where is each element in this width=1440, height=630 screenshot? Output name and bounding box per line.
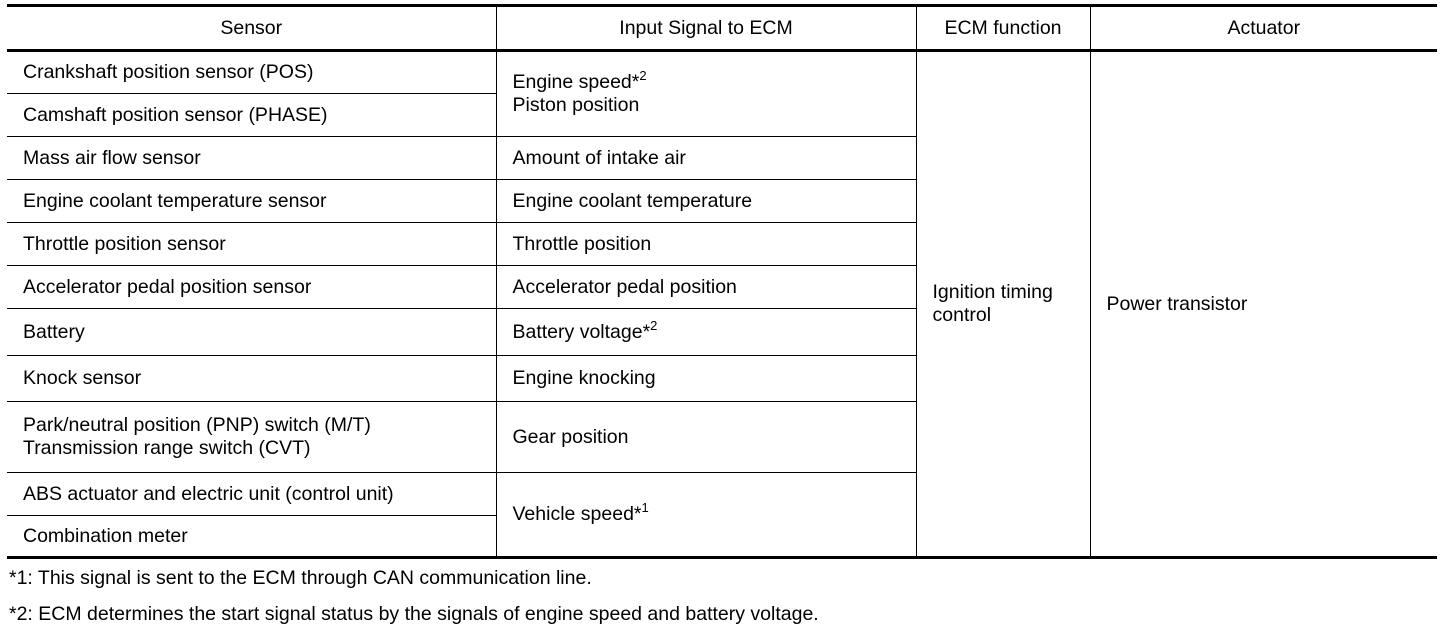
table-row: Combination meter bbox=[7, 515, 1437, 559]
signal-cell: Amount of intake air bbox=[495, 136, 916, 180]
sensor-cell: Knock sensor bbox=[7, 355, 497, 402]
header-sensor: Sensor bbox=[7, 4, 497, 52]
ignition-timing-table: Sensor Input Signal to ECM ECM function … bbox=[7, 4, 1437, 559]
actuator-cell: Power transistor bbox=[1089, 50, 1437, 559]
table-row: ABS actuator and electric unit (control … bbox=[7, 472, 1437, 559]
footnote-2: *2: ECM determines the start signal stat… bbox=[9, 603, 819, 625]
footnote-1: *1: This signal is sent to the ECM throu… bbox=[9, 567, 592, 589]
sensor-cell: Throttle position sensor bbox=[7, 222, 497, 266]
header-input-signal: Input Signal to ECM bbox=[495, 4, 917, 52]
sensor-cell: Combination meter bbox=[7, 515, 496, 559]
signal-cell: Battery voltage*2 bbox=[495, 308, 916, 356]
signal-cell: Accelerator pedal position bbox=[495, 265, 916, 309]
sensor-cell: Mass air flow sensor bbox=[7, 136, 497, 180]
sensor-cell: Camshaft position sensor (PHASE) bbox=[7, 93, 496, 137]
sensor-cell: ABS actuator and electric unit (control … bbox=[7, 472, 497, 516]
header-row: Sensor Input Signal to ECM ECM function … bbox=[7, 4, 1437, 52]
sensor-cell: Accelerator pedal position sensor bbox=[7, 265, 497, 309]
signal-cell: Engine knocking bbox=[495, 355, 916, 402]
header-ecm-function: ECM function bbox=[915, 4, 1091, 52]
signal-cell: Throttle position bbox=[495, 222, 916, 266]
header-actuator: Actuator bbox=[1089, 4, 1437, 52]
signal-cell: Engine coolant temperature bbox=[495, 179, 916, 223]
sensor-cell: Crankshaft position sensor (POS) bbox=[7, 50, 497, 94]
signal-cell: Engine speed*2 Piston position bbox=[495, 50, 917, 137]
sensor-cell: Park/neutral position (PNP) switch (M/T)… bbox=[7, 401, 497, 473]
table-row: Mass air flow sensor Amount of intake air bbox=[7, 136, 1437, 180]
ecm-function-cell: Ignition timing control bbox=[915, 50, 1091, 559]
table-row: Battery Battery voltage*2 bbox=[7, 308, 1437, 356]
table-row: Crankshaft position sensor (POS) Engine … bbox=[7, 50, 1437, 559]
signal-cell: Gear position bbox=[495, 401, 916, 473]
table-row: Accelerator pedal position sensor Acceler… bbox=[7, 265, 1437, 309]
table-row: Knock sensor Engine knocking bbox=[7, 355, 1437, 402]
signal-cell: Vehicle speed*1 bbox=[495, 472, 916, 559]
table-row: Camshaft position sensor (PHASE) bbox=[7, 93, 1437, 137]
sensor-cell: Engine coolant temperature sensor bbox=[7, 179, 497, 223]
sensor-cell: Battery bbox=[7, 308, 497, 356]
